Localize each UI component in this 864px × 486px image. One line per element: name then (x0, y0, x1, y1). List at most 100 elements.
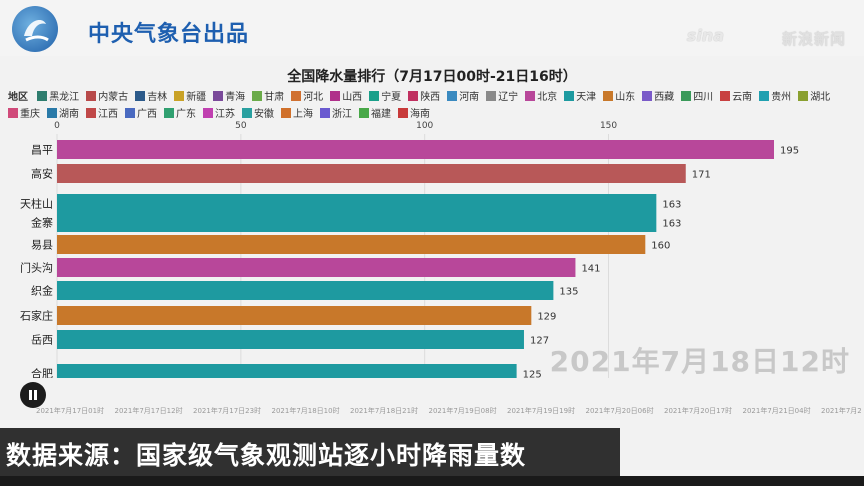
legend-item-label: 江苏 (215, 109, 235, 120)
cma-logo-icon (12, 6, 58, 52)
legend-swatch (86, 91, 97, 101)
legend-item: 吉林 (135, 89, 167, 106)
legend-item-label: 广西 (137, 109, 157, 120)
legend-swatch (86, 108, 96, 118)
legend-swatch (408, 91, 419, 101)
legend-item: 上海 (281, 106, 313, 123)
legend-swatch (164, 108, 174, 118)
brand-title: 中央气象台出品 (88, 22, 250, 47)
legend-item-label: 江西 (98, 109, 118, 120)
legend-swatch (252, 91, 263, 101)
legend-swatch (47, 108, 57, 118)
timeline-tick-label: 2021年7月2 (821, 407, 862, 415)
category-label: 高安 (31, 167, 53, 181)
legend-item-label: 内蒙古 (98, 92, 129, 103)
legend-item: 广东 (164, 106, 196, 123)
legend-swatch (125, 108, 135, 118)
legend-item-label: 天津 (576, 92, 597, 103)
legend-item-label: 山东 (615, 92, 636, 103)
chart-title: 全国降水量排行（7月17日00时-21日16时） (287, 69, 577, 85)
bar (57, 164, 686, 183)
legend-swatch (525, 91, 536, 101)
category-label: 合肥 (31, 367, 53, 379)
bar (57, 364, 517, 378)
legend-item: 海南 (398, 106, 430, 123)
legend-item-label: 辽宁 (498, 92, 519, 103)
legend-item-label: 陕西 (420, 92, 441, 103)
legend-item-label: 重庆 (20, 109, 40, 120)
legend-item-label: 宁夏 (381, 92, 402, 103)
value-label: 141 (581, 264, 600, 275)
legend-item: 浙江 (320, 106, 352, 123)
legend-swatch (281, 108, 291, 118)
legend-item-label: 四川 (693, 92, 714, 103)
legend-item: 福建 (359, 106, 391, 123)
x-tick-label: 100 (416, 121, 433, 131)
legend-item-label: 北京 (537, 92, 558, 103)
bar (57, 306, 532, 325)
legend-item: 宁夏 (369, 89, 401, 106)
category-label: 石家庄 (20, 309, 53, 323)
legend-swatch (135, 91, 146, 101)
legend-swatch (8, 108, 18, 118)
header-bar: 中央气象台出品 sina 新浪新闻 (0, 0, 864, 56)
legend-item: 天津 (564, 89, 596, 106)
legend-item-label: 安徽 (254, 109, 274, 120)
timeline-tick-label: 2021年7月17日12时 (114, 407, 183, 415)
legend-item: 河南 (447, 89, 479, 106)
pause-button[interactable] (20, 382, 46, 408)
legend-item: 西藏 (642, 89, 674, 106)
caption-bar (0, 428, 620, 476)
legend-item: 江苏 (203, 106, 235, 123)
bottom-strip (0, 476, 864, 486)
bar-chart: 0 50 100 150 昌平 195 高安 171 天柱山 163 金寨 163 易县 160 门头沟 14… (20, 121, 799, 379)
x-tick-label: 150 (600, 121, 617, 131)
legend-swatch (447, 91, 458, 101)
legend-item: 云南 (720, 89, 752, 106)
legend-item-label: 浙江 (332, 109, 352, 120)
timeline-axis[interactable]: 2021年7月17日01时 2021年7月17日12时 2021年7月17日23时 2… (0, 404, 864, 420)
legend-swatch (359, 108, 369, 118)
x-tick-label: 0 (54, 121, 60, 131)
legend-item: 山西 (330, 89, 362, 106)
legend-item-label: 西藏 (654, 92, 675, 103)
category-label: 织金 (31, 284, 53, 298)
legend-swatch (681, 91, 692, 101)
value-label: 163 (662, 219, 681, 230)
caption-text: 数据来源：国家级气象观测站逐小时降雨量数 (6, 441, 527, 470)
value-label: 160 (651, 241, 670, 252)
legend-item-label: 广东 (176, 109, 196, 120)
legend-swatch (37, 91, 48, 101)
sina-logo-icon: sina (687, 26, 724, 45)
legend-swatch (213, 91, 224, 101)
bar (57, 235, 646, 254)
legend-item-label: 吉林 (147, 92, 168, 103)
legend-item-label: 黑龙江 (49, 92, 80, 103)
legend-item: 贵州 (759, 89, 791, 106)
legend-label: 地区 (8, 92, 28, 103)
legend-item: 甘肃 (252, 89, 284, 106)
legend-item: 陕西 (408, 89, 440, 106)
legend-swatch (603, 91, 614, 101)
legend-item-label: 上海 (293, 109, 313, 120)
bar (57, 258, 576, 277)
legend-item: 青海 (213, 89, 245, 106)
legend-swatch (642, 91, 653, 101)
category-label: 门头沟 (20, 261, 53, 275)
legend-swatch (320, 108, 330, 118)
legend-swatch (798, 91, 809, 101)
timeline-tick-label: 2021年7月19日19时 (507, 407, 576, 415)
legend-item: 广西 (125, 106, 157, 123)
timeline-tick-label: 2021年7月19日08时 (428, 407, 497, 415)
value-label: 125 (523, 370, 542, 379)
legend-item-label: 甘肃 (264, 92, 285, 103)
legend-item: 河北 (291, 89, 323, 106)
legend-swatch (720, 91, 731, 101)
timeline-tick-label: 2021年7月18日21时 (350, 407, 419, 415)
category-label: 岳西 (31, 334, 53, 347)
legend-swatch (759, 91, 770, 101)
legend-swatch (203, 108, 213, 118)
legend-swatch (174, 91, 185, 101)
value-label: 171 (692, 170, 711, 181)
legend-item: 重庆 (8, 106, 40, 123)
